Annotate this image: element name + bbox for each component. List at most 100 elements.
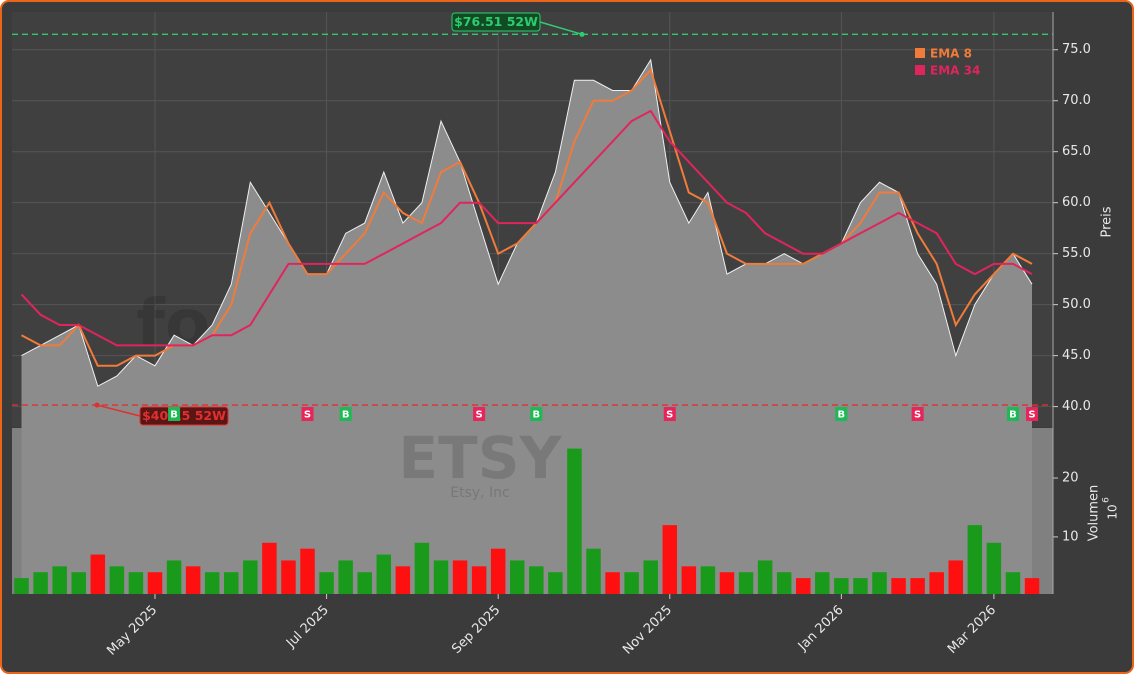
annotation-text: $40.15 52W bbox=[142, 408, 226, 423]
signal-badge bbox=[530, 407, 543, 421]
y-tick-label: 65.0 bbox=[1062, 144, 1091, 159]
signal-label: B bbox=[838, 410, 846, 421]
volume-bar bbox=[662, 525, 678, 594]
y-axis-label: Preis bbox=[1100, 206, 1115, 237]
y-tick-label: 20 bbox=[1062, 471, 1079, 486]
watermark-symbol: ETSY bbox=[399, 424, 563, 492]
annotation-box bbox=[139, 406, 229, 426]
volume-bar bbox=[834, 578, 849, 594]
volume-bar bbox=[376, 554, 392, 594]
volume-bar bbox=[1024, 578, 1040, 594]
y-tick-label: 60.0 bbox=[1062, 195, 1091, 210]
arrow-head bbox=[94, 402, 100, 408]
volume-bar bbox=[700, 566, 716, 594]
legend-label: EMA 8 bbox=[930, 47, 972, 61]
volume-bar bbox=[719, 572, 735, 594]
y-tick-label: 45.0 bbox=[1062, 348, 1091, 363]
volume-bar bbox=[548, 572, 563, 594]
volume-bar bbox=[281, 560, 296, 594]
signal-badge bbox=[835, 407, 848, 421]
signal-label: S bbox=[914, 410, 921, 421]
volume-bar bbox=[567, 448, 582, 594]
volume-bar bbox=[395, 566, 411, 594]
volume-bar bbox=[414, 542, 430, 594]
volume-bar bbox=[776, 572, 792, 594]
signal-label: B bbox=[170, 410, 178, 421]
volume-bar bbox=[224, 572, 239, 594]
volume-bar bbox=[872, 572, 887, 594]
volume-bar bbox=[815, 572, 830, 594]
signal-badge bbox=[911, 407, 924, 421]
volume-bar bbox=[300, 548, 315, 594]
volume-bar bbox=[166, 560, 182, 594]
volume-bar bbox=[891, 578, 906, 594]
volume-bar bbox=[853, 578, 868, 594]
volume-bar bbox=[510, 560, 525, 594]
annotation-arrow bbox=[96, 404, 141, 417]
volume-bar bbox=[109, 566, 125, 594]
volume-bar bbox=[338, 560, 353, 594]
volume-bar bbox=[90, 554, 106, 594]
signal-badge bbox=[663, 407, 676, 421]
y-tick-label: 75.0 bbox=[1062, 42, 1091, 57]
volume-bar bbox=[929, 572, 944, 594]
volume-bar bbox=[452, 560, 468, 594]
volume-bar bbox=[643, 560, 658, 594]
legend-swatch bbox=[915, 65, 925, 75]
volume-bar bbox=[986, 542, 1002, 594]
volume-bar bbox=[471, 566, 487, 594]
signal-badge bbox=[1026, 407, 1039, 421]
signal-label: S bbox=[304, 410, 311, 421]
volume-bar bbox=[490, 548, 506, 594]
volume-bar bbox=[681, 566, 697, 594]
signal-badge bbox=[168, 407, 181, 421]
signal-label: B bbox=[1009, 410, 1017, 421]
legend-label: EMA 34 bbox=[930, 64, 980, 78]
signal-badge bbox=[301, 407, 314, 421]
signal-badge bbox=[1006, 407, 1019, 421]
ema-line bbox=[20, 109, 1033, 347]
annotation-box bbox=[451, 12, 541, 32]
annotation-text: $76.51 52W bbox=[454, 14, 538, 29]
signal-label: S bbox=[1028, 410, 1035, 421]
signal-label: S bbox=[666, 410, 673, 421]
y-tick-label: 10 bbox=[1062, 529, 1079, 544]
annotation-arrow bbox=[539, 21, 583, 36]
volume-bar bbox=[910, 578, 925, 594]
volume-bar bbox=[357, 572, 372, 594]
volume-bar bbox=[33, 572, 48, 594]
legend-swatch bbox=[915, 48, 925, 58]
volume-bar bbox=[586, 548, 601, 594]
signal-badge bbox=[473, 407, 486, 421]
volume-bar bbox=[243, 560, 258, 594]
volume-bar bbox=[185, 566, 201, 594]
signal-label: S bbox=[476, 410, 483, 421]
y-tick-label: 70.0 bbox=[1062, 93, 1091, 108]
volume-bar bbox=[948, 560, 964, 594]
watermark-company: Etsy, Inc bbox=[450, 485, 510, 501]
signal-label: B bbox=[533, 410, 541, 421]
y-tick-label: 50.0 bbox=[1062, 297, 1091, 312]
volume-bar bbox=[738, 572, 754, 594]
volume-bar bbox=[757, 560, 773, 594]
arrow-head bbox=[579, 31, 585, 37]
signal-label: B bbox=[342, 410, 350, 421]
volume-bar bbox=[71, 572, 86, 594]
volume-bar bbox=[319, 572, 334, 594]
volume-bar bbox=[624, 572, 639, 594]
y-tick-label: 40.0 bbox=[1062, 399, 1091, 414]
price-area bbox=[21, 59, 1033, 594]
volume-label: Volumen bbox=[1087, 485, 1102, 542]
volume-bar bbox=[52, 566, 67, 594]
volume-bar bbox=[128, 572, 144, 594]
volume-bar bbox=[529, 566, 544, 594]
volume-bar bbox=[967, 525, 983, 594]
volume-bar bbox=[147, 572, 163, 594]
volume-bar bbox=[605, 572, 620, 594]
volume-bar bbox=[795, 578, 811, 594]
y-tick-label: 55.0 bbox=[1062, 246, 1091, 261]
volume-bar bbox=[433, 560, 449, 594]
volume-bar bbox=[262, 542, 277, 594]
volume-bar bbox=[1005, 572, 1021, 594]
